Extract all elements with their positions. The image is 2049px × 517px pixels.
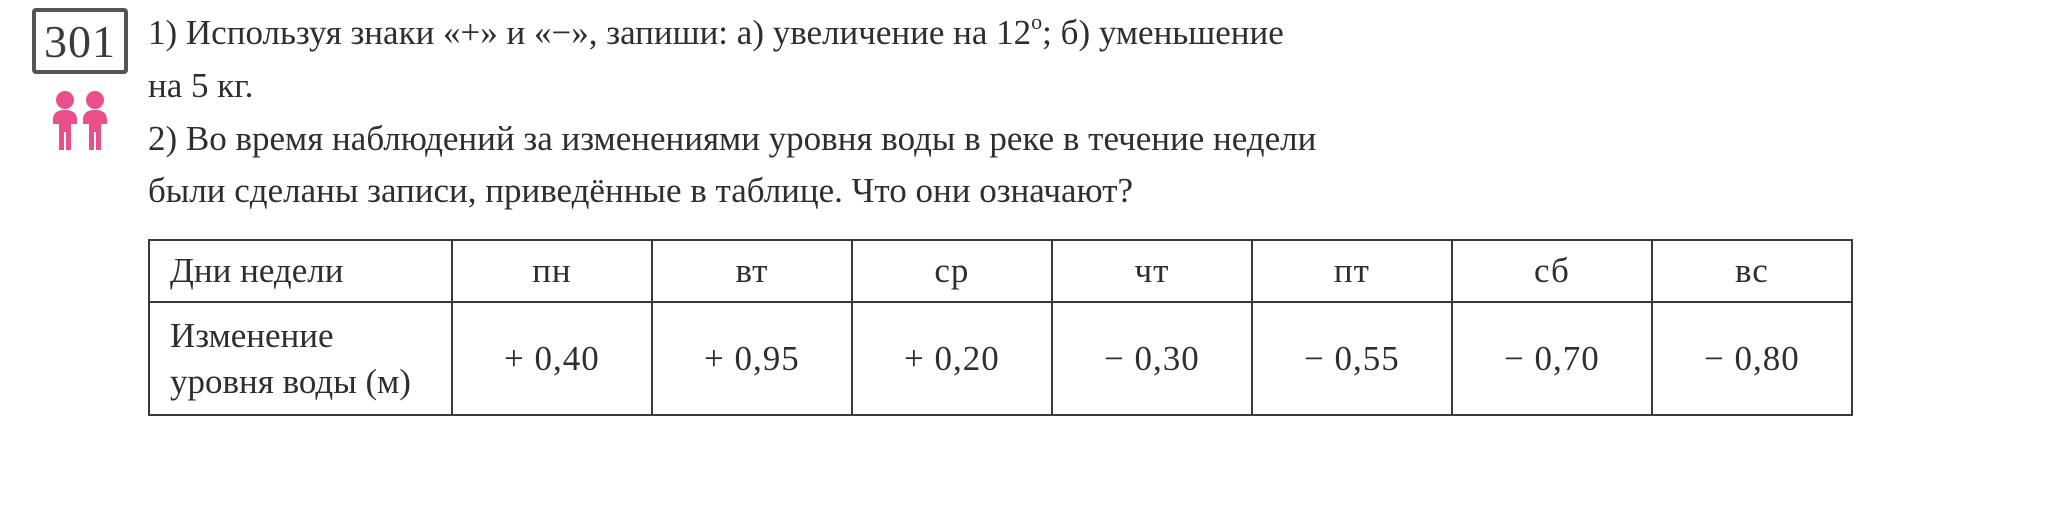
- part1-middle: ; б) уменьшение: [1042, 13, 1284, 52]
- col-header: вт: [652, 240, 852, 302]
- pair-work-icon: [45, 88, 115, 158]
- value-cell: − 0,70: [1452, 302, 1652, 415]
- col-header: пн: [452, 240, 652, 302]
- col-header: чт: [1052, 240, 1252, 302]
- col-header: сб: [1452, 240, 1652, 302]
- problem-text: 1) Используя знаки «+» и «−», запиши: а)…: [130, 8, 2019, 219]
- col-header: ср: [852, 240, 1052, 302]
- problem-number: 301: [32, 8, 128, 74]
- value-row-label-line2: уровня воды (м): [170, 362, 411, 401]
- table-header-row: Дни недели пн вт ср чт пт сб вс: [149, 240, 1852, 302]
- value-cell: + 0,20: [852, 302, 1052, 415]
- part-1-text: 1) Используя знаки «+» и «−», запиши: а)…: [148, 8, 2019, 59]
- value-cell: + 0,40: [452, 302, 652, 415]
- col-header: пт: [1252, 240, 1452, 302]
- col-header: вс: [1652, 240, 1852, 302]
- two-people-icon: [45, 88, 115, 158]
- degree-symbol: о: [1031, 9, 1042, 34]
- part2-line2: были сделаны записи, приведённые в табли…: [148, 166, 2019, 217]
- part2-line1: 2) Во время наблюдений за изменениями ур…: [148, 114, 2019, 165]
- value-cell: − 0,55: [1252, 302, 1452, 415]
- part1-line2: на 5 кг.: [148, 61, 2019, 112]
- left-margin-column: 301: [30, 8, 130, 158]
- water-level-table: Дни недели пн вт ср чт пт сб вс Изменени…: [148, 239, 1853, 416]
- header-row-label: Дни недели: [149, 240, 452, 302]
- value-cell: + 0,95: [652, 302, 852, 415]
- value-row-label: Изменение уровня воды (м): [149, 302, 452, 415]
- part1-prefix: 1) Используя знаки «+» и «−», запиши: а)…: [148, 13, 1031, 52]
- exercise-header-block: 301 1) Используя знаки «+» и «−», запиши…: [30, 8, 2019, 219]
- value-cell: − 0,30: [1052, 302, 1252, 415]
- value-row-label-line1: Изменение: [170, 316, 334, 355]
- value-cell: − 0,80: [1652, 302, 1852, 415]
- exercise-page: 301 1) Используя знаки «+» и «−», запиши…: [0, 0, 2049, 517]
- table-value-row: Изменение уровня воды (м) + 0,40 + 0,95 …: [149, 302, 1852, 415]
